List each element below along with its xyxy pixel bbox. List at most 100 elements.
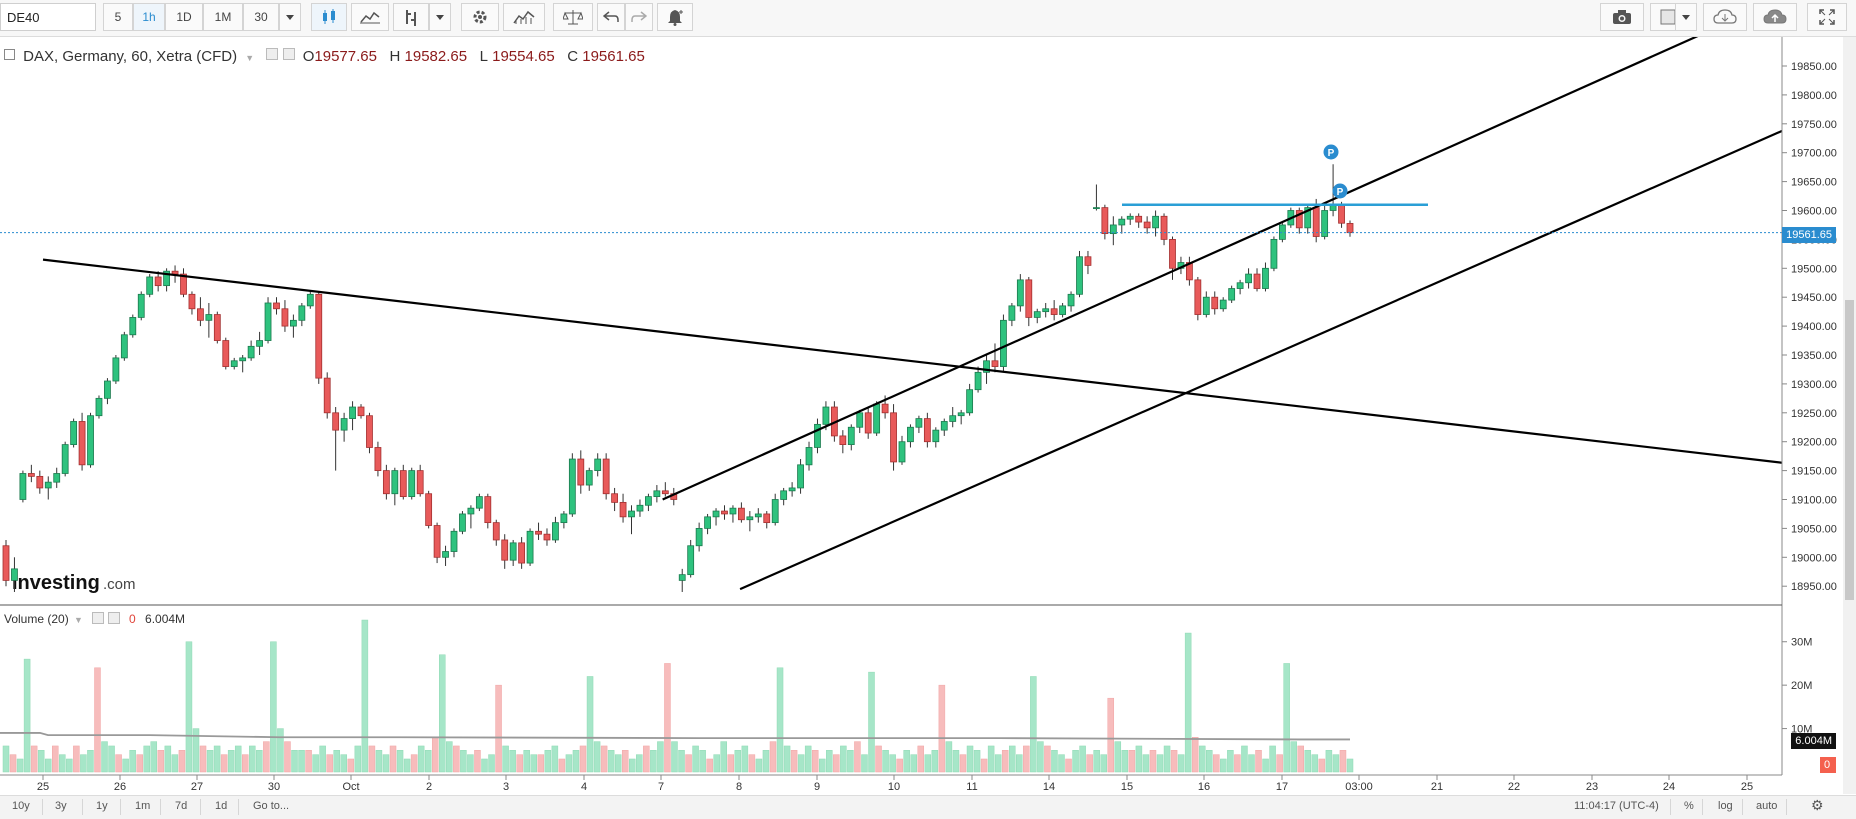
candle-body	[805, 447, 813, 466]
pivot-marker	[1323, 144, 1339, 160]
volume-bar	[797, 754, 805, 773]
alert-icon[interactable]	[657, 3, 693, 31]
volume-bar	[523, 750, 530, 773]
volume-bar	[1142, 754, 1150, 773]
interval-dropdown-icon[interactable]	[279, 3, 301, 31]
volume-close-icon[interactable]	[107, 612, 120, 624]
volume-bar	[431, 737, 439, 773]
volume-current-value: 6.004M	[145, 612, 186, 626]
volume-bar	[1191, 737, 1199, 773]
layout-dropdown-icon[interactable]	[1675, 3, 1697, 31]
interval-1m-button[interactable]: 1M	[203, 3, 243, 31]
redo-icon[interactable]	[625, 3, 653, 31]
indicators-icon[interactable]	[503, 3, 545, 31]
candle-body	[19, 473, 27, 500]
candle-body	[535, 530, 542, 535]
volume-bar	[1325, 750, 1333, 773]
candle-body	[1143, 221, 1151, 229]
range-1y[interactable]: 1y	[96, 800, 108, 812]
volume-bar	[59, 754, 66, 773]
volume-bar	[650, 750, 657, 773]
volume-bar	[1304, 750, 1312, 773]
range-7d[interactable]: 7d	[175, 800, 188, 812]
interval-30-button[interactable]: 30	[243, 3, 279, 31]
scrollbar-thumb[interactable]	[1845, 300, 1854, 600]
watermark-brand: Investing	[12, 572, 100, 594]
volume-bar	[185, 641, 193, 773]
volume-bar	[1037, 741, 1044, 773]
open-value: 19577.65	[314, 48, 377, 65]
volume-settings-icon[interactable]	[92, 612, 105, 624]
gear-icon[interactable]	[461, 3, 499, 31]
interval-1h-button[interactable]: 1h	[133, 3, 165, 31]
volume-bar	[671, 741, 678, 773]
cloud-upload-icon[interactable]	[1753, 3, 1797, 31]
range-1m[interactable]: 1m	[135, 800, 151, 812]
interval-5-button[interactable]: 5	[103, 3, 133, 31]
line-chart-icon[interactable]	[351, 3, 389, 31]
candle-body	[197, 308, 204, 321]
bottom-bar: 10y 3y 1y 1m 7d 1d Go to... 11:04:17 (UT…	[0, 795, 1856, 819]
volume-bar	[804, 745, 812, 773]
volume-bar	[1311, 754, 1319, 773]
last-price-tag: 19561.65	[1782, 227, 1836, 243]
volume-bar	[657, 741, 664, 773]
range-3y[interactable]: 3y	[55, 800, 67, 812]
compare-icon[interactable]	[553, 3, 593, 31]
volume-bar	[741, 745, 749, 773]
percent-toggle[interactable]: %	[1684, 800, 1694, 812]
volume-bar	[241, 754, 249, 773]
volume-bar	[1149, 750, 1157, 773]
candle-body	[382, 470, 390, 495]
auto-toggle[interactable]: auto	[1756, 800, 1778, 812]
high-value: 19582.65	[404, 48, 468, 65]
cloud-download-icon[interactable]	[1703, 3, 1747, 31]
candle-body	[873, 403, 881, 434]
goto-button[interactable]: Go to...	[253, 800, 290, 812]
volume-bar	[502, 745, 509, 773]
volume-dropdown-icon[interactable]: ▼	[74, 615, 83, 625]
range-1d[interactable]: 1d	[215, 800, 228, 812]
volume-bar	[692, 745, 699, 773]
undo-icon[interactable]	[597, 3, 625, 31]
settings-gear-icon[interactable]: ⚙	[1811, 797, 1824, 813]
candle-body	[475, 496, 483, 509]
trendlines[interactable]	[0, 37, 1824, 591]
bar-icon[interactable]	[393, 3, 429, 31]
camera-icon[interactable]	[1600, 3, 1644, 31]
top-toolbar: 5 1h 1D 1M 30	[0, 0, 1856, 37]
chart-area[interactable]: Investing .com 18950.00 19000.00 19050.00 1…	[0, 37, 1843, 794]
volume-bar	[129, 750, 136, 773]
volume-bar	[1051, 750, 1058, 773]
volume-bar	[685, 754, 692, 773]
volume-bar	[586, 676, 594, 773]
volume-bar	[143, 745, 150, 773]
log-toggle[interactable]: log	[1718, 800, 1733, 812]
volume-bar	[122, 758, 129, 773]
volume-bar	[734, 750, 742, 773]
chart-type-dropdown-icon[interactable]	[429, 3, 451, 31]
volume-bar	[924, 754, 932, 773]
volume-last-tag: 6.004M	[1791, 733, 1836, 749]
legend-collapse-icon[interactable]	[4, 49, 15, 60]
interval-1d-button[interactable]: 1D	[165, 3, 203, 31]
price-tick-label: 19250.00	[1791, 408, 1837, 420]
legend-dropdown-icon[interactable]: ▼	[245, 53, 255, 63]
price-tick-label: 19100.00	[1791, 495, 1837, 507]
candle-icon[interactable]	[311, 3, 347, 31]
symbol-search-input[interactable]	[0, 3, 96, 31]
legend-close-icon[interactable]	[282, 48, 295, 60]
volume-bar	[1008, 745, 1016, 773]
volume-bar	[44, 758, 52, 773]
range-10y[interactable]: 10y	[12, 800, 30, 812]
volume-bar	[1121, 750, 1129, 773]
legend-settings-icon[interactable]	[266, 48, 279, 60]
price-tick-label: 19150.00	[1791, 466, 1837, 478]
candle-body	[602, 458, 610, 495]
pivot-markers[interactable]: PP	[1323, 144, 1348, 199]
candle-body	[70, 421, 78, 445]
price-tick-label: 19800.00	[1791, 90, 1837, 102]
fullscreen-icon[interactable]	[1807, 3, 1847, 31]
volume-bar	[66, 758, 73, 773]
time-tick-label: 17	[1276, 781, 1288, 793]
